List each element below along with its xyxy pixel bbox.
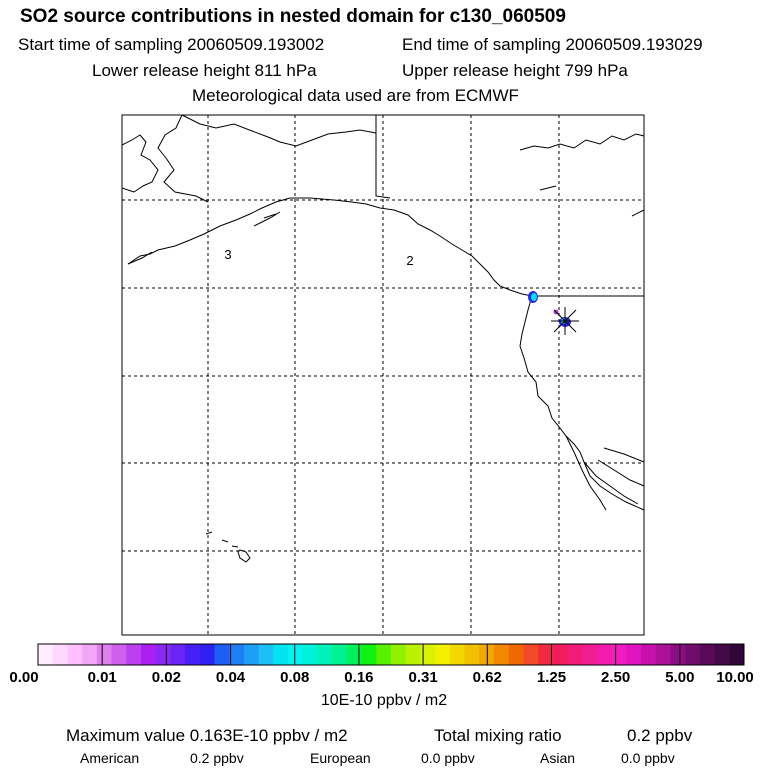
colorbar-tick-label: 0.00 bbox=[9, 669, 39, 686]
colorbar-swatch bbox=[111, 644, 127, 665]
colorbar-swatch bbox=[243, 644, 260, 665]
colorbar-tick-label: 0.16 bbox=[344, 669, 374, 686]
colorbar-swatch bbox=[258, 644, 274, 665]
colorbar-tick-label: 10.00 bbox=[716, 669, 754, 686]
colorbar-swatch bbox=[464, 644, 480, 665]
grid-lines bbox=[122, 115, 644, 635]
colorbar-tick-label: 5.00 bbox=[665, 669, 695, 686]
met-data-label: Meteorological data used are from ECMWF bbox=[192, 86, 519, 105]
colorbar-tick-label: 0.04 bbox=[215, 669, 246, 686]
european-value: 0.0 ppbv bbox=[421, 750, 475, 766]
american-label: American bbox=[80, 750, 140, 766]
colorbar-swatch bbox=[332, 644, 348, 665]
colorbar-swatch bbox=[214, 644, 230, 665]
colorbar-tick-label: 2.50 bbox=[601, 669, 631, 686]
colorbar-swatch bbox=[435, 644, 451, 665]
colorbar-swatch bbox=[170, 644, 186, 665]
colorbar-tick-label: 0.01 bbox=[87, 669, 117, 686]
colorbar-swatch bbox=[346, 644, 362, 665]
colorbar-swatch bbox=[449, 644, 465, 665]
colorbar-swatch bbox=[714, 644, 730, 665]
region-label-3: 3 bbox=[224, 247, 231, 262]
colorbar-swatch bbox=[67, 644, 83, 665]
european-label: European bbox=[310, 750, 371, 766]
colorbar-swatch bbox=[273, 644, 289, 665]
colorbar-swatch bbox=[140, 644, 157, 665]
colorbar-swatch bbox=[655, 644, 671, 665]
release-site-marker bbox=[551, 307, 579, 335]
colorbar-border bbox=[37, 643, 745, 666]
colorbar-swatch bbox=[391, 644, 407, 665]
max-value-label: Maximum value 0.163E-10 ppbv / m2 bbox=[66, 726, 348, 745]
contribution-blob-north bbox=[528, 291, 538, 303]
colorbar-tick-label: 0.02 bbox=[151, 669, 181, 686]
lower-release-label: Lower release height 811 hPa bbox=[92, 61, 317, 80]
colorbar-swatch bbox=[185, 644, 201, 665]
total-mixing-label: Total mixing ratio bbox=[434, 726, 562, 745]
colorbar-tick-label: 0.62 bbox=[472, 669, 502, 686]
colorbar bbox=[37, 643, 745, 666]
total-mixing-value: 0.2 ppbv bbox=[627, 726, 693, 745]
colorbar-swatch bbox=[596, 644, 613, 665]
map-title: SO2 source contributions in nested domai… bbox=[20, 6, 566, 27]
colorbar-swatch bbox=[729, 644, 745, 665]
colorbar-swatch bbox=[82, 644, 98, 665]
colorbar-swatch bbox=[376, 644, 392, 665]
colorbar-swatch bbox=[699, 644, 715, 665]
colorbar-swatch bbox=[96, 644, 112, 665]
colorbar-swatch bbox=[611, 644, 627, 665]
colorbar-swatch bbox=[126, 644, 142, 665]
region-labels: 3 2 bbox=[224, 247, 413, 268]
colorbar-swatch bbox=[493, 644, 510, 665]
coastline bbox=[121, 114, 645, 563]
colorbar-swatch bbox=[670, 644, 686, 665]
colorbar-tick-label: 0.31 bbox=[408, 669, 438, 686]
colorbar-swatch bbox=[302, 644, 318, 665]
colorbar-swatch bbox=[538, 644, 554, 665]
colorbar-swatch bbox=[508, 644, 524, 665]
colorbar-swatch bbox=[199, 644, 215, 665]
colorbar-swatch bbox=[229, 644, 245, 665]
colorbar-swatch bbox=[420, 644, 436, 665]
colorbar-swatch bbox=[567, 644, 583, 665]
colorbar-swatch bbox=[626, 644, 642, 665]
colorbar-swatch bbox=[155, 644, 171, 665]
upper-release-label: Upper release height 799 hPa bbox=[402, 61, 628, 80]
colorbar-swatch bbox=[523, 644, 539, 665]
colorbar-swatch bbox=[361, 644, 377, 665]
colorbar-tick-label: 0.08 bbox=[280, 669, 310, 686]
colorbar-swatch bbox=[38, 644, 54, 665]
region-label-2: 2 bbox=[406, 253, 413, 268]
colorbar-swatch bbox=[317, 644, 333, 665]
colorbar-swatch bbox=[685, 644, 701, 665]
american-value: 0.2 ppbv bbox=[190, 750, 244, 766]
asian-value: 0.0 ppbv bbox=[621, 750, 675, 766]
colorbar-swatch bbox=[641, 644, 657, 665]
asian-label: Asian bbox=[540, 750, 576, 766]
colorbar-unit-label: 10E-10 ppbv / m2 bbox=[320, 692, 448, 709]
colorbar-swatch bbox=[405, 644, 421, 665]
colorbar-swatch bbox=[288, 644, 304, 665]
colorbar-tick-label: 1.25 bbox=[536, 669, 567, 686]
colorbar-swatch bbox=[582, 644, 598, 665]
end-time-label: End time of sampling 20060509.193029 bbox=[402, 35, 703, 54]
colorbar-swatch bbox=[52, 644, 68, 665]
start-time-label: Start time of sampling 20060509.193002 bbox=[18, 35, 325, 54]
colorbar-swatch bbox=[552, 644, 568, 665]
